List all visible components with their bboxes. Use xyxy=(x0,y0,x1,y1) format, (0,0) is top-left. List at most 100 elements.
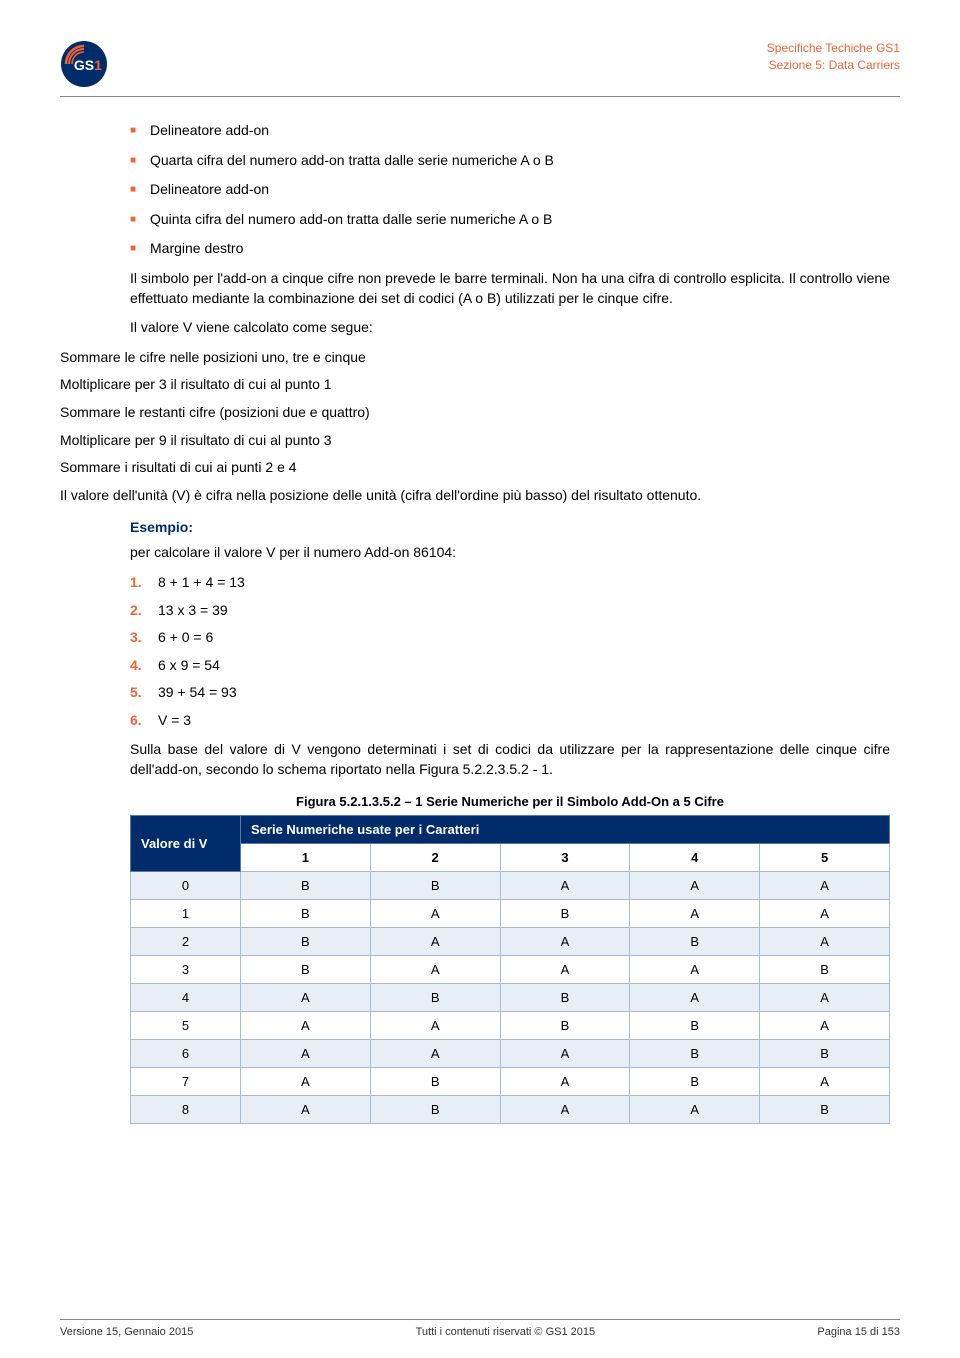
cell: A xyxy=(241,983,371,1011)
svg-text:GS: GS xyxy=(74,57,94,73)
cell-v: 3 xyxy=(131,955,241,983)
cell: A xyxy=(241,1095,371,1123)
example-item: 5.39 + 54 = 93 xyxy=(130,683,890,703)
cell: A xyxy=(500,927,630,955)
paragraph: Il simbolo per l'add-on a cinque cifre n… xyxy=(60,269,890,308)
cell: A xyxy=(241,1039,371,1067)
page-header: GS 1 Specifiche Techiche GS1 Sezione 5: … xyxy=(60,40,900,97)
footer-left: Versione 15, Gennaio 2015 xyxy=(60,1326,193,1338)
cell: A xyxy=(500,1095,630,1123)
table-row: 3 B A A A B xyxy=(131,955,890,983)
cell: B xyxy=(241,955,371,983)
cell: B xyxy=(500,1011,630,1039)
table-caption: Figura 5.2.1.3.5.2 – 1 Serie Numeriche p… xyxy=(130,794,890,809)
table-row: 6 A A A B B xyxy=(131,1039,890,1067)
cell: A xyxy=(370,927,500,955)
cell: A xyxy=(630,1095,760,1123)
example-list: 1.8 + 1 + 4 = 13 2.13 x 3 = 39 3.6 + 0 =… xyxy=(130,573,890,731)
cell: A xyxy=(370,899,500,927)
th-sub: 3 xyxy=(500,843,630,871)
cell-v: 1 xyxy=(131,899,241,927)
cell: A xyxy=(760,871,890,899)
cell: B xyxy=(500,983,630,1011)
cell: A xyxy=(630,871,760,899)
cell: B xyxy=(370,871,500,899)
example-text: 13 x 3 = 39 xyxy=(158,602,228,618)
example-text: 6 x 9 = 54 xyxy=(158,657,220,673)
step-text: Sommare le restanti cifre (posizioni due… xyxy=(60,403,890,423)
th-sub: 4 xyxy=(630,843,760,871)
cell-v: 8 xyxy=(131,1095,241,1123)
cell-v: 7 xyxy=(131,1067,241,1095)
example-item: 2.13 x 3 = 39 xyxy=(130,601,890,621)
table-row: 7 A B A B A xyxy=(131,1067,890,1095)
table-row: 2 B A A B A xyxy=(131,927,890,955)
cell: A xyxy=(760,927,890,955)
cell-v: 0 xyxy=(131,871,241,899)
cell: A xyxy=(760,1067,890,1095)
cell: A xyxy=(760,983,890,1011)
cell: A xyxy=(630,955,760,983)
cell: A xyxy=(500,955,630,983)
step-text: Sommare le cifre nelle posizioni uno, tr… xyxy=(60,348,890,368)
table-row: 8 A B A A B xyxy=(131,1095,890,1123)
bullet-item: Delineatore add-on xyxy=(130,121,890,141)
cell: B xyxy=(241,899,371,927)
step-text: Sommare i risultati di cui ai punti 2 e … xyxy=(60,458,890,478)
cell: B xyxy=(630,927,760,955)
example-footer: Sulla base del valore di V vengono deter… xyxy=(130,740,890,779)
example-item: 1.8 + 1 + 4 = 13 xyxy=(130,573,890,593)
cell: A xyxy=(760,899,890,927)
table-row: 0 B B A A A xyxy=(131,871,890,899)
header-meta: Specifiche Techiche GS1 Sezione 5: Data … xyxy=(767,40,900,74)
paragraph: Il valore V viene calcolato come segue: xyxy=(60,318,890,338)
cell: B xyxy=(630,1067,760,1095)
th-sub: 2 xyxy=(370,843,500,871)
cell: A xyxy=(500,871,630,899)
cell: B xyxy=(760,955,890,983)
example-label: Esempio: xyxy=(130,519,890,535)
cell: B xyxy=(370,1067,500,1095)
cell: B xyxy=(370,983,500,1011)
cell-v: 2 xyxy=(131,927,241,955)
gs1-logo: GS 1 xyxy=(60,40,108,88)
example-item: 3.6 + 0 = 6 xyxy=(130,628,890,648)
bullet-list: Delineatore add-on Quarta cifra del nume… xyxy=(130,121,890,259)
cell: B xyxy=(760,1039,890,1067)
cell: A xyxy=(630,983,760,1011)
cell: B xyxy=(630,1011,760,1039)
example-text: V = 3 xyxy=(158,712,191,728)
example-intro: per calcolare il valore V per il numero … xyxy=(130,543,890,563)
cell: A xyxy=(500,1067,630,1095)
table-row: 4 A B B A A xyxy=(131,983,890,1011)
example-item: 6.V = 3 xyxy=(130,711,890,731)
cell: A xyxy=(370,1039,500,1067)
step-text: Moltiplicare per 9 il risultato di cui a… xyxy=(60,431,890,451)
example-item: 4.6 x 9 = 54 xyxy=(130,656,890,676)
cell: B xyxy=(630,1039,760,1067)
step-text: Moltiplicare per 3 il risultato di cui a… xyxy=(60,375,890,395)
cell: A xyxy=(760,1011,890,1039)
cell-v: 6 xyxy=(131,1039,241,1067)
bullet-item: Quinta cifra del numero add-on tratta da… xyxy=(130,210,890,230)
cell: A xyxy=(630,899,760,927)
svg-text:1: 1 xyxy=(94,57,102,73)
th-sub: 1 xyxy=(241,843,371,871)
th-sub: 5 xyxy=(760,843,890,871)
cell: B xyxy=(370,1095,500,1123)
th-serie: Serie Numeriche usate per i Caratteri xyxy=(241,815,890,843)
cell: B xyxy=(241,871,371,899)
bullet-item: Delineatore add-on xyxy=(130,180,890,200)
footer-right: Pagina 15 di 153 xyxy=(817,1326,900,1338)
table-row: 1 B A B A A xyxy=(131,899,890,927)
example-text: 39 + 54 = 93 xyxy=(158,684,237,700)
cell: A xyxy=(370,1011,500,1039)
cell: A xyxy=(241,1011,371,1039)
example-text: 8 + 1 + 4 = 13 xyxy=(158,574,245,590)
header-line1: Specifiche Techiche GS1 xyxy=(767,40,900,57)
example-text: 6 + 0 = 6 xyxy=(158,629,213,645)
cell: B xyxy=(241,927,371,955)
cell: A xyxy=(241,1067,371,1095)
header-line2: Sezione 5: Data Carriers xyxy=(767,57,900,74)
table-row: 5 A A B B A xyxy=(131,1011,890,1039)
